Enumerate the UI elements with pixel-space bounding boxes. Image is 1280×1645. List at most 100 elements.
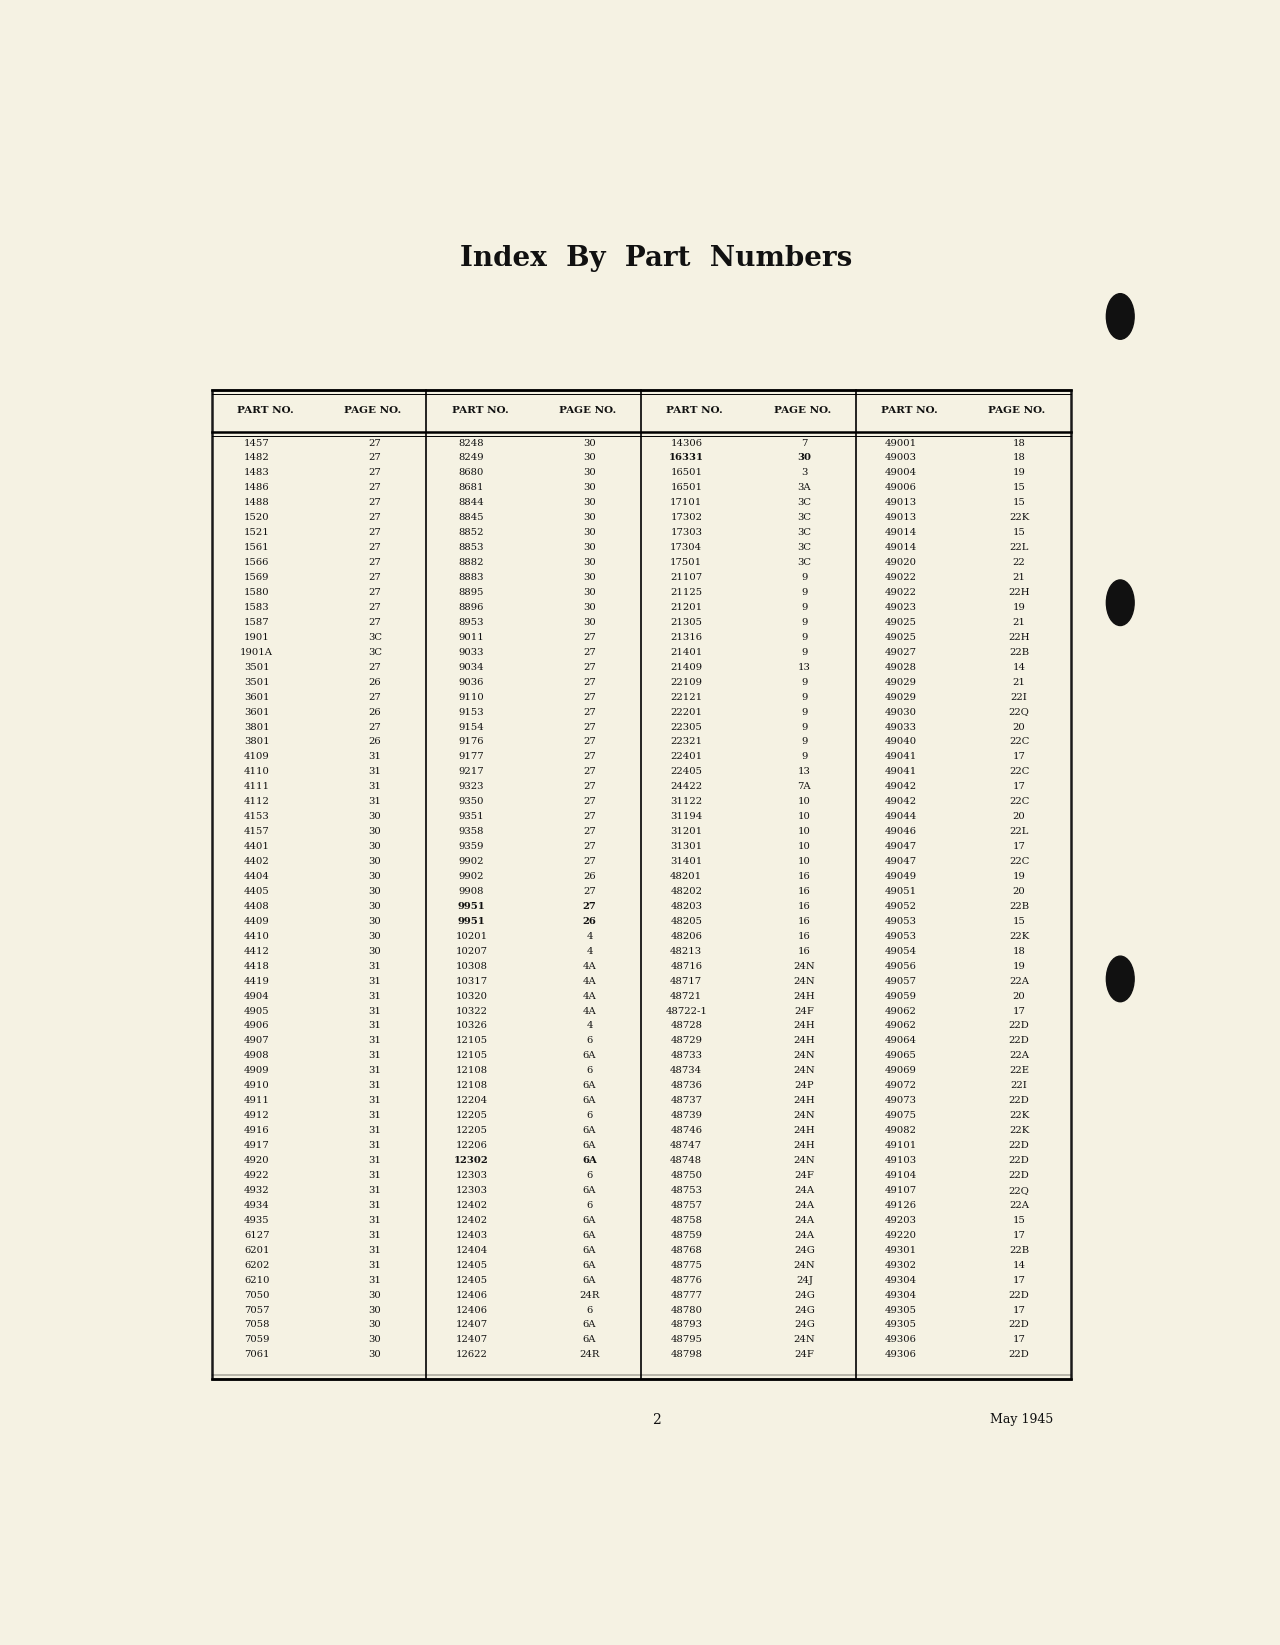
Text: 30: 30 [369, 842, 381, 850]
Text: 48729: 48729 [671, 1036, 703, 1046]
Text: 17: 17 [1012, 1306, 1025, 1314]
Text: 10326: 10326 [456, 1022, 488, 1030]
Text: 4935: 4935 [244, 1216, 270, 1226]
Text: 10308: 10308 [456, 962, 488, 971]
Text: 49062: 49062 [884, 1022, 916, 1030]
Text: 24G: 24G [794, 1245, 815, 1255]
Text: 9: 9 [801, 678, 808, 686]
Text: 1569: 1569 [244, 572, 269, 582]
Text: 7: 7 [801, 439, 808, 447]
Text: 4112: 4112 [243, 798, 270, 806]
Text: 4409: 4409 [243, 916, 270, 926]
Text: 17: 17 [1012, 752, 1025, 762]
Text: 48780: 48780 [671, 1306, 703, 1314]
Text: 30: 30 [584, 469, 596, 477]
Text: 49304: 49304 [884, 1291, 916, 1300]
Text: 3501: 3501 [244, 663, 270, 671]
Text: 30: 30 [584, 528, 596, 538]
Text: 48717: 48717 [671, 977, 703, 985]
Text: 49053: 49053 [884, 931, 916, 941]
Text: 16: 16 [797, 948, 810, 956]
Text: 6A: 6A [582, 1336, 596, 1344]
Text: 30: 30 [369, 931, 381, 941]
Text: 22A: 22A [1009, 1051, 1029, 1061]
Text: 6: 6 [586, 1036, 593, 1046]
Text: 30: 30 [369, 813, 381, 821]
Text: Index  By  Part  Numbers: Index By Part Numbers [460, 245, 852, 271]
Text: 1580: 1580 [244, 587, 270, 597]
Text: 2: 2 [652, 1413, 660, 1426]
Text: 21201: 21201 [671, 604, 703, 612]
Text: 49107: 49107 [884, 1186, 916, 1194]
Text: 9323: 9323 [458, 783, 484, 791]
Text: 27: 27 [584, 857, 596, 865]
Text: 8844: 8844 [458, 498, 484, 507]
Text: 19: 19 [1012, 469, 1025, 477]
Text: 30: 30 [797, 454, 812, 462]
Text: 30: 30 [584, 587, 596, 597]
Text: 4412: 4412 [243, 948, 270, 956]
Text: 22Q: 22Q [1009, 707, 1029, 717]
Text: 9011: 9011 [458, 633, 484, 642]
Text: 4111: 4111 [243, 783, 270, 791]
Text: 16: 16 [797, 887, 810, 897]
Text: 31: 31 [369, 1022, 381, 1030]
Text: 13: 13 [797, 663, 810, 671]
Text: 27: 27 [584, 887, 596, 897]
Text: 30: 30 [584, 558, 596, 568]
Text: 3C: 3C [797, 513, 812, 521]
Text: 12407: 12407 [456, 1336, 488, 1344]
Text: 49126: 49126 [884, 1201, 916, 1209]
Text: 49101: 49101 [884, 1142, 916, 1150]
Text: 27: 27 [369, 693, 381, 702]
Text: 26: 26 [369, 737, 381, 747]
Text: 12405: 12405 [456, 1275, 488, 1285]
Text: 49305: 49305 [884, 1306, 916, 1314]
Text: 27: 27 [584, 813, 596, 821]
Text: 31: 31 [369, 752, 381, 762]
Text: 27: 27 [369, 513, 381, 521]
Text: 26: 26 [369, 707, 381, 717]
Text: 31: 31 [369, 1216, 381, 1226]
Text: 4932: 4932 [244, 1186, 270, 1194]
Text: 27: 27 [369, 572, 381, 582]
Text: 22305: 22305 [671, 722, 703, 732]
Text: 14306: 14306 [671, 439, 703, 447]
Text: 4405: 4405 [243, 887, 270, 897]
Text: 4: 4 [586, 948, 593, 956]
Text: 21316: 21316 [671, 633, 703, 642]
Ellipse shape [1106, 581, 1134, 625]
Text: 6202: 6202 [244, 1260, 269, 1270]
Text: 12407: 12407 [456, 1321, 488, 1329]
Text: 31201: 31201 [671, 827, 703, 836]
Text: 49065: 49065 [884, 1051, 916, 1061]
Text: 22D: 22D [1009, 1022, 1029, 1030]
Text: 21401: 21401 [671, 648, 703, 656]
Text: PAGE NO.: PAGE NO. [559, 406, 616, 415]
Text: 31: 31 [369, 1275, 381, 1285]
Text: 27: 27 [584, 722, 596, 732]
Text: 24N: 24N [794, 1336, 815, 1344]
Text: 22H: 22H [1009, 587, 1030, 597]
Text: 22C: 22C [1009, 798, 1029, 806]
Text: 4916: 4916 [244, 1127, 270, 1135]
Text: 1561: 1561 [244, 543, 270, 553]
Text: 6A: 6A [582, 1321, 596, 1329]
Text: 49062: 49062 [884, 1007, 916, 1015]
Text: 27: 27 [584, 693, 596, 702]
Text: 7050: 7050 [244, 1291, 269, 1300]
Text: 49022: 49022 [884, 587, 916, 597]
Text: 4A: 4A [582, 992, 596, 1000]
Text: 8845: 8845 [458, 513, 484, 521]
Text: 17501: 17501 [671, 558, 703, 568]
Text: 31: 31 [369, 977, 381, 985]
Text: 7058: 7058 [244, 1321, 269, 1329]
Text: 9350: 9350 [458, 798, 484, 806]
Text: 6127: 6127 [244, 1230, 269, 1240]
Text: 17: 17 [1012, 1007, 1025, 1015]
Text: 22B: 22B [1009, 648, 1029, 656]
Text: 22I: 22I [1011, 693, 1028, 702]
Text: 3C: 3C [797, 528, 812, 538]
Text: 22B: 22B [1009, 901, 1029, 911]
Text: 8249: 8249 [458, 454, 484, 462]
